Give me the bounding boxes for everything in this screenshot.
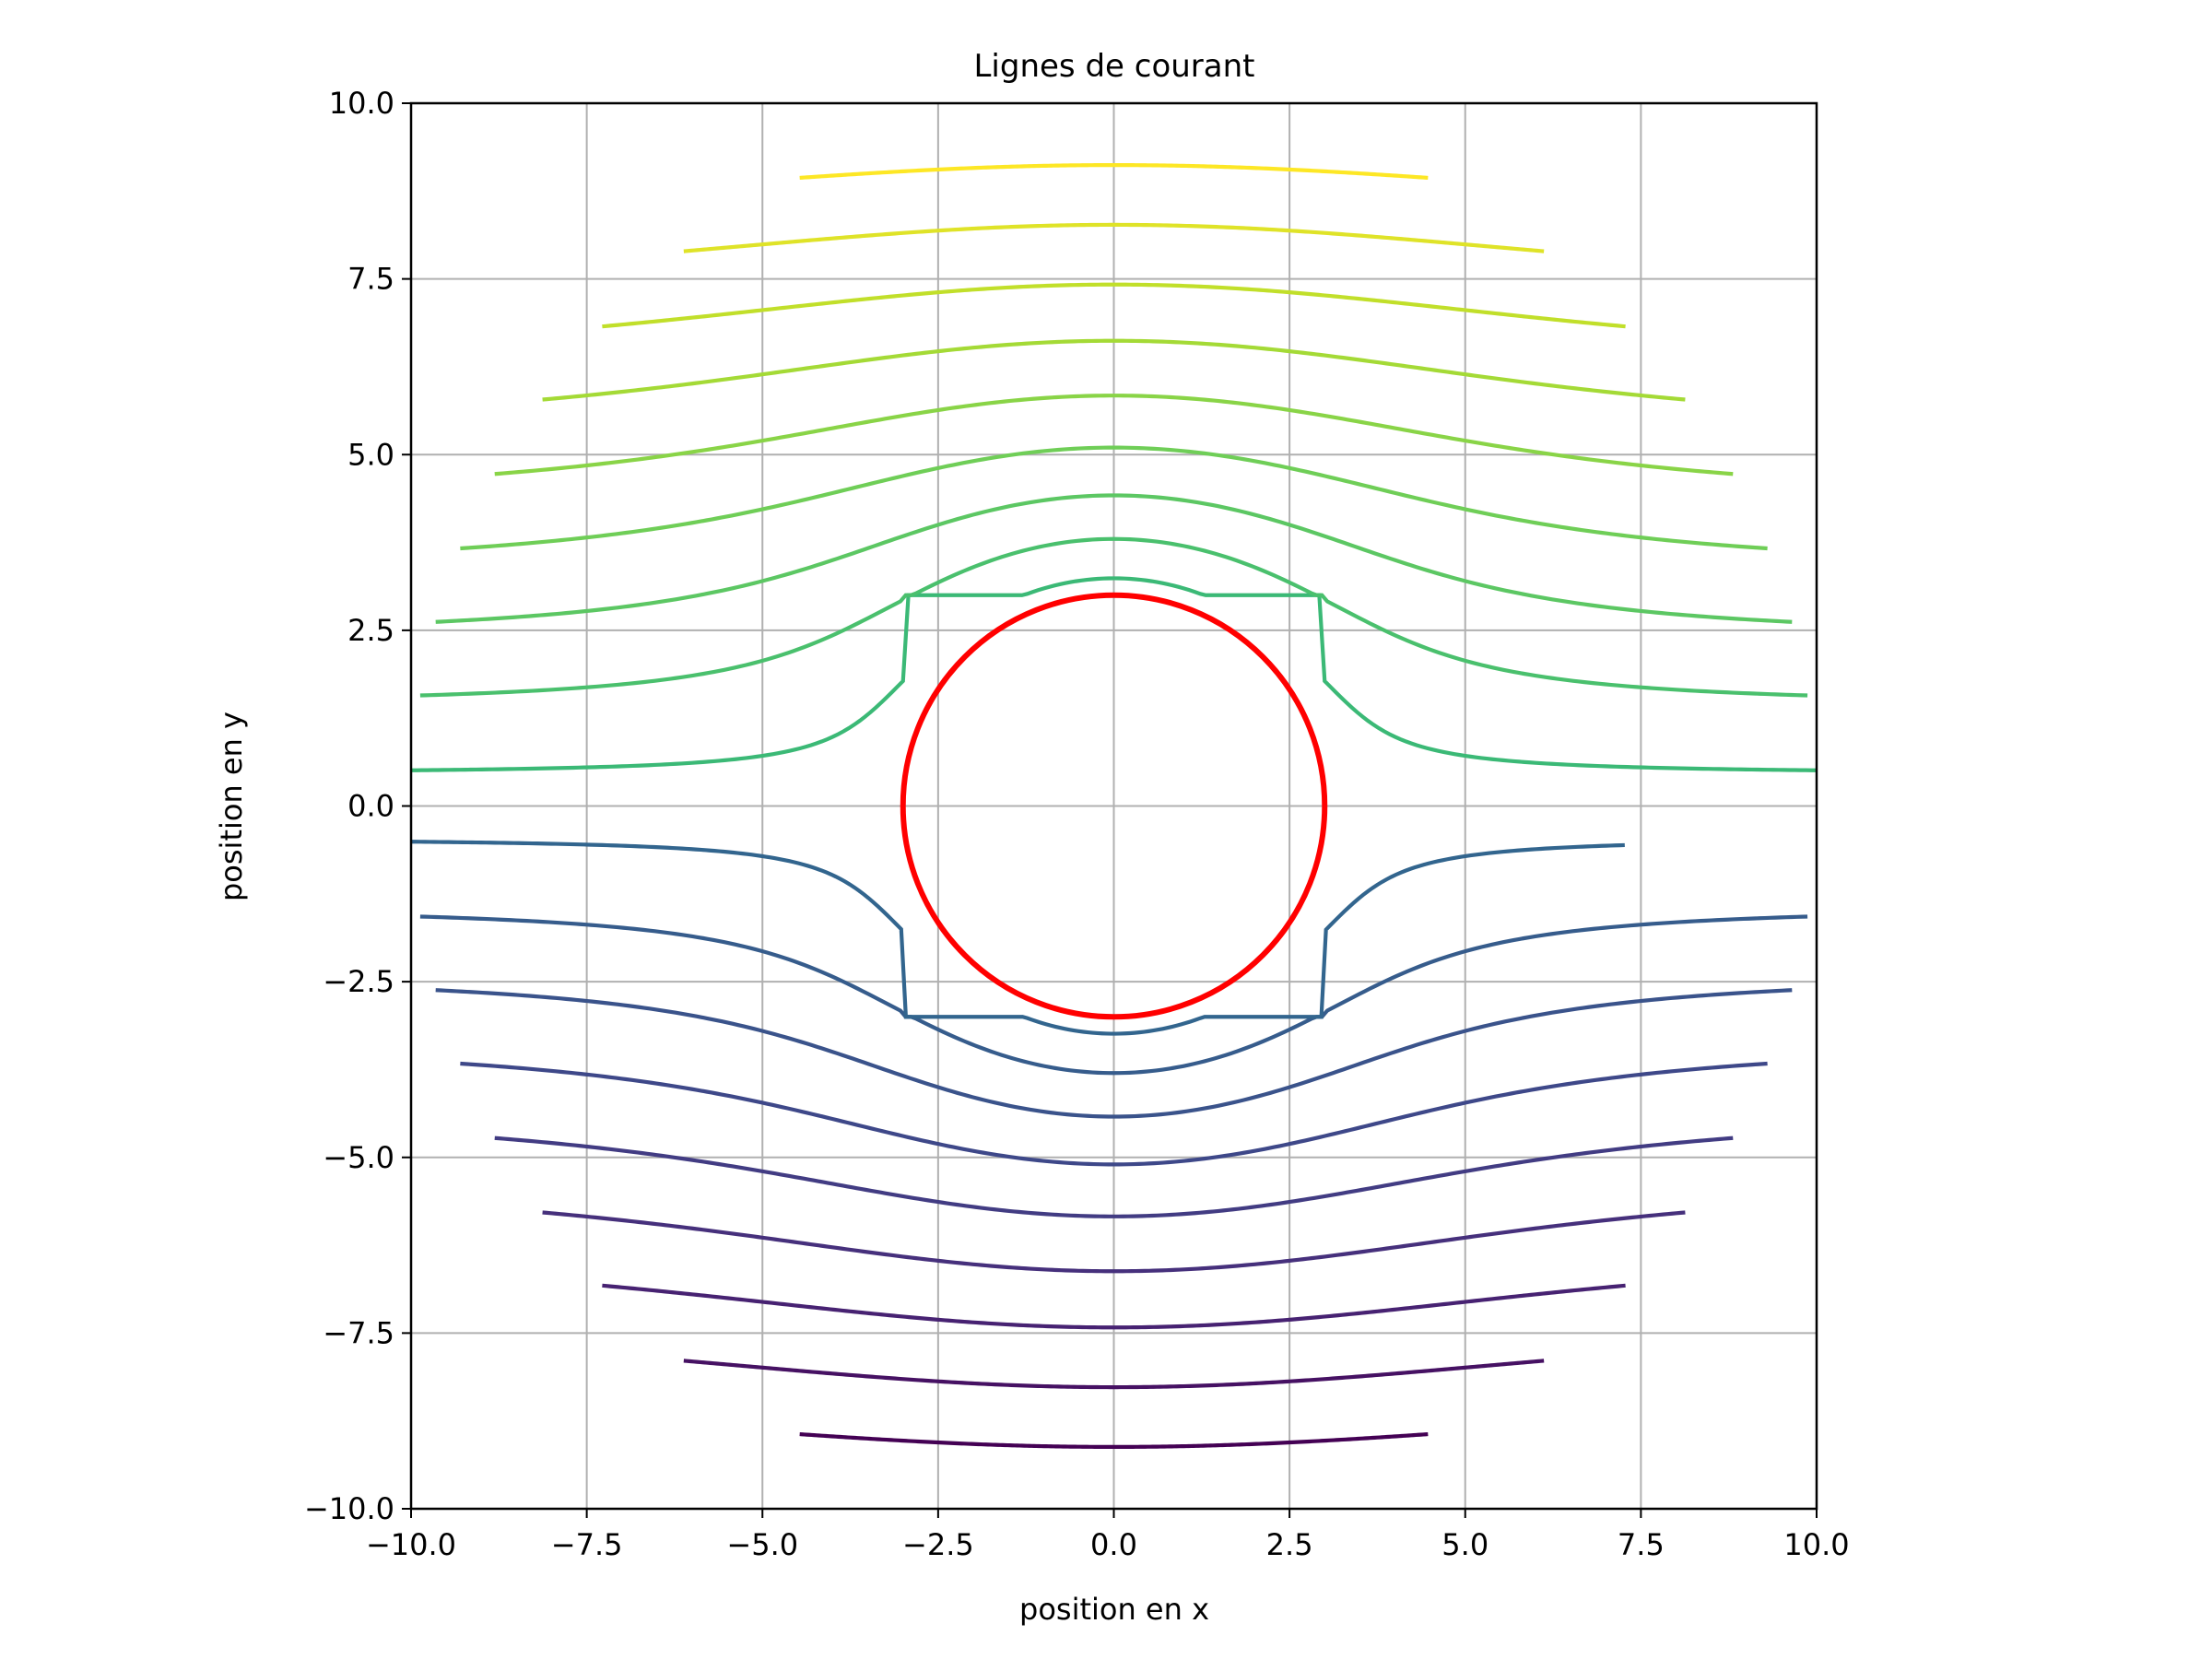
plot-area (411, 163, 1817, 1449)
streamline (435, 493, 1793, 624)
y-tick-label: 2.5 (347, 613, 394, 648)
x-tick-label: −10.0 (366, 1527, 456, 1562)
streamline (419, 536, 1808, 698)
x-tick-label: 5.0 (1441, 1527, 1488, 1562)
x-tick-label: 10.0 (1783, 1527, 1849, 1562)
x-tick-label: −5.0 (726, 1527, 798, 1562)
streamline (542, 338, 1686, 402)
streamline (411, 576, 1817, 772)
streamline (602, 1283, 1626, 1330)
streamline (494, 394, 1734, 477)
streamline (542, 1210, 1686, 1274)
x-tick-label: −2.5 (902, 1527, 974, 1562)
y-tick-label: −7.5 (323, 1315, 394, 1350)
x-axis-label: position en x (1019, 1592, 1209, 1627)
y-axis-ticks: 10.0 7.5 5.0 2.5 0.0 −2.5 −5.0 −7.5 −10.0 (304, 86, 411, 1526)
x-tick-label: 7.5 (1618, 1527, 1665, 1562)
y-tick-label: −10.0 (304, 1491, 394, 1526)
streamline (683, 1359, 1545, 1390)
y-tick-label: −2.5 (323, 964, 394, 999)
streamline (799, 1431, 1429, 1449)
y-tick-label: 5.0 (347, 437, 394, 472)
x-axis-ticks: −10.0 −7.5 −5.0 −2.5 0.0 2.5 5.0 7.5 10.0 (366, 1509, 1850, 1562)
streamline (419, 914, 1808, 1076)
streamline (602, 282, 1626, 329)
streamlines (411, 163, 1817, 1449)
y-tick-label: 10.0 (329, 86, 394, 121)
chart-title: Lignes de courant (973, 48, 1254, 85)
streamline (460, 1061, 1768, 1167)
y-axis-label: position en y (214, 712, 249, 901)
streamline (460, 445, 1768, 551)
x-tick-label: 2.5 (1266, 1527, 1313, 1562)
y-tick-label: 7.5 (347, 262, 394, 297)
streamline (799, 163, 1429, 181)
cylinder-circle (900, 592, 1328, 1020)
streamline (494, 1135, 1734, 1218)
streamline (411, 840, 1625, 1036)
streamline (435, 988, 1793, 1119)
x-tick-label: −7.5 (551, 1527, 623, 1562)
x-tick-label: 0.0 (1090, 1527, 1137, 1562)
streamline (683, 222, 1545, 253)
y-tick-label: −5.0 (323, 1140, 394, 1175)
y-tick-label: 0.0 (347, 789, 394, 824)
